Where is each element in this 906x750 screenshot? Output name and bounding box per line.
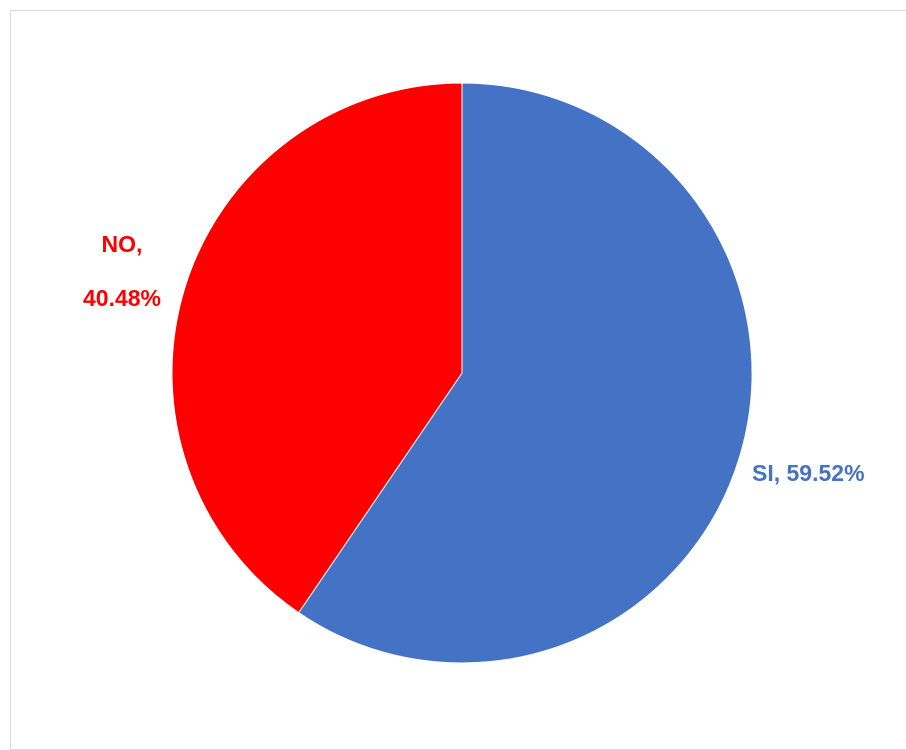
pie-slice-si <box>297 82 753 664</box>
pie-slice-no <box>171 82 463 614</box>
slice-label-no-name: NO, <box>102 231 143 257</box>
slice-label-si: SI, 59.52% <box>752 460 865 486</box>
pie-slices <box>171 82 753 664</box>
slice-label-no-value: 40.48% <box>83 285 161 311</box>
pie-chart: SI, 59.52% NO, 40.48% <box>83 82 865 664</box>
